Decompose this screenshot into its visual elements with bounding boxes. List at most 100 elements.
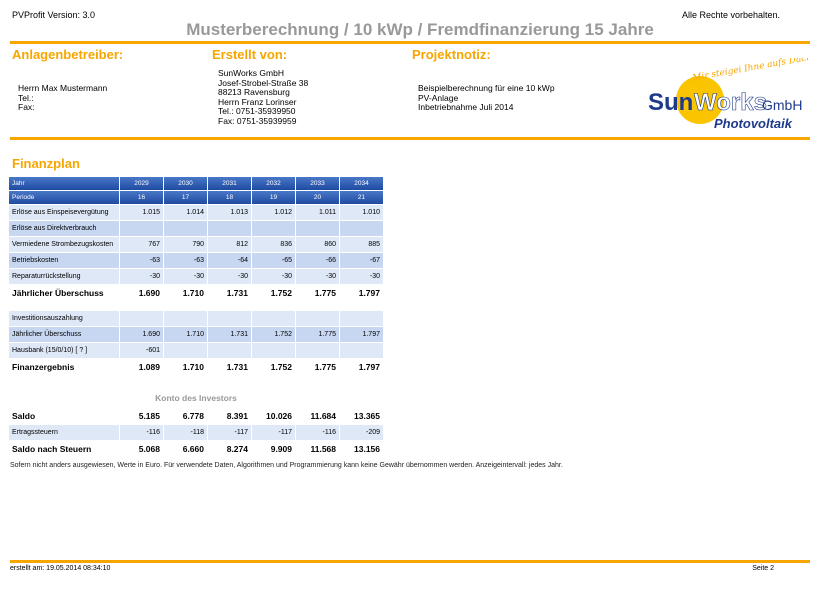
value-cell: -67 — [340, 253, 383, 268]
value-cell: 13.156 — [354, 444, 380, 454]
sun-icon — [676, 76, 724, 124]
value-cell: 1.710 — [182, 288, 204, 298]
value-cell — [164, 343, 207, 358]
project-note-line: Beispielberechnung für eine 10 kWp — [418, 83, 555, 93]
year-cell: 2030 — [164, 177, 207, 190]
logo-sun-text: Sun — [648, 89, 693, 116]
value-cell: -116 — [296, 425, 339, 440]
logo-works-text: Works — [694, 89, 767, 116]
logo-tagline: Mir steigei Ihne aufs Dach ... — [691, 58, 810, 84]
period-header-row: Periode 16 17 18 19 20 21 — [9, 191, 383, 204]
value-cell: -118 — [164, 425, 207, 440]
value-cell — [208, 311, 251, 326]
page-title: Musterberechnung / 10 kWp / Fremdfinanzi… — [186, 20, 654, 39]
year-cell: 2032 — [252, 177, 295, 190]
finance-table: Jahr 2029 2030 2031 2032 2033 2034 Perio… — [8, 176, 384, 458]
value-cell: -63 — [120, 253, 163, 268]
creator-company: SunWorks GmbH — [218, 68, 284, 78]
value-cell: 5.185 — [138, 411, 160, 421]
value-cell: 1.731 — [226, 362, 248, 372]
table-row: Erlöse aus Direktverbrauch — [9, 221, 383, 236]
sunworks-logo: Mir steigei Ihne aufs Dach ... Sun Works… — [640, 51, 824, 138]
value-cell: -30 — [120, 269, 163, 284]
project-note-line: Inbetriebnahme Juli 2014 — [418, 102, 514, 112]
value-cell: -63 — [164, 253, 207, 268]
value-cell: -117 — [252, 425, 295, 440]
creator-city: 88213 Ravensburg — [218, 87, 290, 97]
logo-gmbh-text: GmbH — [762, 97, 802, 113]
investor-block: Saldo 5.185 6.778 8.391 10.026 11.684 13.365 Er… — [9, 408, 383, 457]
annual-surplus-block: Jährlicher Überschuss 1.690 1.710 1.731 1.75… — [9, 285, 383, 301]
value-cell: 790 — [164, 237, 207, 252]
value-cell: 1.752 — [270, 288, 292, 298]
value-cell — [252, 343, 295, 358]
project-note-line: PV-Anlage — [418, 92, 459, 103]
operator-address: Herrn Max Mustermann Tel.: Fax: — [18, 83, 108, 113]
spacer-row — [9, 302, 383, 310]
period-cell: 17 — [164, 191, 207, 204]
value-cell: 1.797 — [358, 362, 380, 372]
value-cell: 1.797 — [340, 327, 383, 342]
row-label: Saldo nach Steuern — [12, 444, 92, 454]
value-cell: -116 — [120, 425, 163, 440]
value-cell: 8.274 — [226, 444, 248, 454]
value-cell — [208, 343, 251, 358]
value-cell — [164, 311, 207, 326]
value-cell: -30 — [208, 269, 251, 284]
row-label: Erlöse aus Direktverbrauch — [9, 221, 119, 236]
value-cell: 1.710 — [182, 362, 204, 372]
value-cell — [120, 311, 163, 326]
period-cell: 18 — [208, 191, 251, 204]
value-cell: 1.731 — [208, 327, 251, 342]
value-cell: 1.731 — [226, 288, 248, 298]
period-cell: 21 — [340, 191, 383, 204]
value-cell: 1.089 — [138, 362, 160, 372]
value-cell: 1.010 — [340, 205, 383, 220]
value-cell: 1.012 — [252, 205, 295, 220]
row-label: Erlöse aus Einspeisevergütung — [9, 205, 119, 220]
value-cell: 6.660 — [182, 444, 204, 454]
value-cell: -30 — [296, 269, 339, 284]
creator-heading: Erstellt von: — [212, 47, 288, 62]
operator-name: Herrn Max Mustermann — [18, 83, 108, 93]
year-header-row: Jahr 2029 2030 2031 2032 2033 2034 — [9, 177, 383, 190]
value-cell: 11.568 — [310, 444, 336, 454]
annual-surplus-row: Jährlicher Überschuss 1.690 1.710 1.731 1.75… — [9, 285, 383, 301]
creator-phone: Tel.: 0751-35939950 — [218, 106, 296, 116]
value-cell: 1.690 — [120, 327, 163, 342]
disclaimer-note: Sofern nicht anders ausgewiesen, Werte i… — [10, 462, 563, 469]
created-timestamp: erstellt am: 19.05.2014 08:34:10 — [10, 565, 111, 572]
table-row: Vermiedene Strombezugskosten 767 790 812 836… — [9, 237, 383, 252]
creator-address: SunWorks GmbH Josef-Strobel-Straße 38 88… — [218, 68, 308, 126]
table-row: Reparaturrückstellung -30 -30 -30 -30 -30 -30 — [9, 269, 383, 284]
value-cell: 836 — [252, 237, 295, 252]
period-cell: 16 — [120, 191, 163, 204]
value-cell — [296, 311, 339, 326]
value-cell — [340, 343, 383, 358]
value-cell — [120, 221, 163, 236]
taxes-row: Ertragssteuern -116 -118 -117 -117 -116 -209 — [9, 425, 383, 440]
revenue-block: Erlöse aus Einspeisevergütung 1.015 1.014 1… — [9, 205, 383, 284]
year-cell: 2033 — [296, 177, 339, 190]
value-cell: 1.775 — [296, 327, 339, 342]
spacer-cell — [9, 376, 383, 384]
row-label: Investitionsauszahlung — [9, 311, 119, 326]
value-cell: 13.365 — [354, 411, 380, 421]
value-cell: -65 — [252, 253, 295, 268]
table-row: Investitionsauszahlung — [9, 311, 383, 326]
year-cell: 2029 — [120, 177, 163, 190]
row-label: Ertragssteuern — [9, 425, 119, 440]
year-cell: 2031 — [208, 177, 251, 190]
header-divider — [10, 41, 810, 44]
value-cell: 1.775 — [314, 362, 336, 372]
page-number: Seite 2 — [752, 565, 774, 572]
spacer-cell — [9, 302, 383, 310]
table-row: Hausbank (15/0/10) [ ? ] -601 — [9, 343, 383, 358]
value-cell: -30 — [340, 269, 383, 284]
value-cell: 860 — [296, 237, 339, 252]
saldo-after-tax-row: Saldo nach Steuern 5.068 6.660 8.274 9.909 11… — [9, 441, 383, 457]
header-label: Periode — [9, 191, 119, 204]
creator-contact: Herrn Franz Lorinser — [218, 96, 297, 107]
sunworks-logo-graphic: Mir steigei Ihne aufs Dach ... Sun Works… — [648, 51, 824, 131]
value-cell — [252, 311, 295, 326]
